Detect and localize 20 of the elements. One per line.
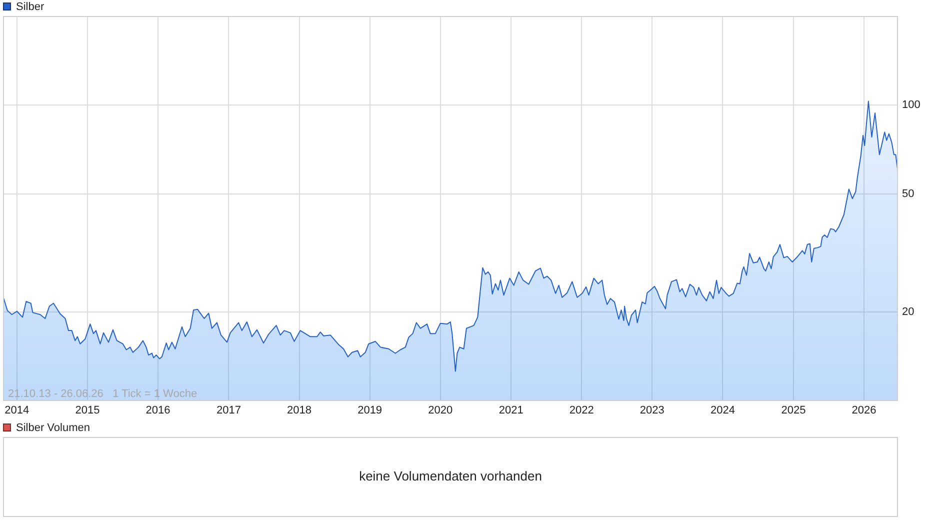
x-tick-label: 2023: [640, 404, 664, 417]
y-tick-label: 100: [902, 99, 920, 112]
text: keine Volumendaten vorhanden: [359, 468, 542, 484]
x-tick-label: 2019: [358, 404, 382, 417]
x-tick-label: 2016: [146, 404, 170, 417]
x-tick-label: 2022: [569, 404, 594, 417]
x-tick-label: 2021: [498, 404, 524, 417]
x-tick-label: 2018: [287, 404, 312, 417]
annotation: 21.10.13 - 26.06.26 1 Tick = 1 Woche: [8, 388, 198, 400]
x-tick-label: 2024: [710, 404, 735, 417]
x-tick-label: 2015: [75, 404, 100, 417]
x-tick-label: 2017: [216, 404, 241, 417]
x-tick-label: 2025: [781, 404, 806, 417]
legend-label: Silber Volumen: [16, 422, 90, 434]
y-tick-label: 20: [902, 306, 914, 318]
x-tick-label: 2026: [852, 404, 876, 417]
x-tick-label: 2020: [428, 404, 453, 417]
x-tick-label: 2014: [4, 404, 30, 417]
y-tick-label: 50: [902, 188, 914, 200]
legend-label: Silber: [16, 1, 44, 14]
